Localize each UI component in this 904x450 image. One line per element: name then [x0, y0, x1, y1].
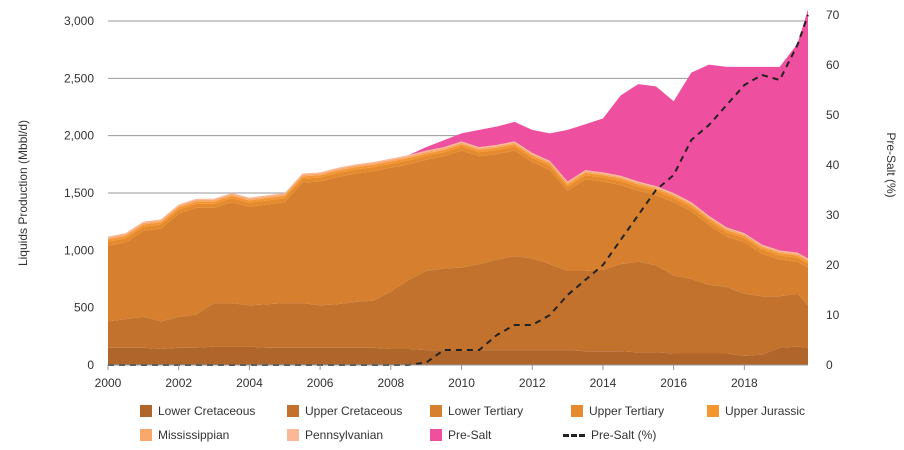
y-axis-label: Liquids Production (Mbbl/d) [16, 120, 30, 266]
legend-label: Mississippian [158, 428, 230, 442]
legend-line-swatch [563, 433, 585, 437]
area-upper-cretaceous [108, 256, 808, 356]
y-tick-label: 2,500 [64, 71, 94, 85]
y2-tick-label: 70 [826, 8, 840, 22]
legend-item: Mississippian [140, 428, 229, 442]
legend-item: Lower Tertiary [430, 404, 523, 418]
legend-item: Pre-Salt (%) [563, 428, 656, 442]
y-tick-label: 500 [74, 301, 94, 315]
y2-axis-label: Pre-Salt (%) [884, 132, 898, 197]
legend-label: Upper Tertiary [589, 404, 665, 418]
y-tick-label: 0 [87, 358, 94, 372]
y-tick-label: 2,000 [64, 129, 94, 143]
legend-label: Upper Jurassic [725, 404, 806, 418]
legend-label: Upper Cretaceous [305, 404, 403, 418]
area-pre-salt [108, 9, 808, 259]
legend-label: Lower Tertiary [448, 404, 524, 418]
legend-item: Upper Tertiary [571, 404, 664, 418]
y-tick-label: 3,000 [64, 14, 94, 28]
legend-item: Pennsylvanian [287, 428, 383, 442]
legend-item: Lower Cretaceous [140, 404, 255, 418]
legend-swatch [140, 405, 152, 417]
y2-tick-label: 20 [826, 258, 840, 272]
legend-swatch [287, 429, 299, 441]
legend-swatch [287, 405, 299, 417]
x-tick-label: 2016 [660, 376, 687, 390]
x-tick-label: 2010 [448, 376, 475, 390]
y-tick-label: 1,500 [64, 186, 94, 200]
x-tick-label: 2000 [95, 376, 122, 390]
x-tick-label: 2006 [307, 376, 334, 390]
legend-item: Upper Jurassic [707, 404, 805, 418]
legend-label: Pre-Salt [448, 428, 492, 442]
y2-tick-label: 10 [826, 308, 840, 322]
y2-tick-label: 50 [826, 108, 840, 122]
y-tick-label: 1,000 [64, 243, 94, 257]
legend-swatch [571, 405, 583, 417]
x-tick-label: 2014 [590, 376, 617, 390]
y2-tick-label: 30 [826, 208, 840, 222]
legend-label: Lower Cretaceous [158, 404, 256, 418]
area-lower-cretaceous [108, 346, 808, 365]
legend-swatch [430, 405, 442, 417]
y2-tick-label: 40 [826, 158, 840, 172]
x-tick-label: 2004 [236, 376, 263, 390]
x-tick-label: 2002 [165, 376, 192, 390]
y2-tick-label: 0 [826, 358, 833, 372]
x-tick-label: 2012 [519, 376, 546, 390]
legend-swatch [430, 429, 442, 441]
y2-tick-label: 60 [826, 58, 840, 72]
legend-label: Pennsylvanian [305, 428, 384, 442]
pre-salt-percent-line [108, 14, 809, 366]
legend-label: Pre-Salt (%) [591, 428, 657, 442]
area-lower-tertiary [108, 150, 808, 322]
x-tick-label: 2018 [731, 376, 758, 390]
x-tick-label: 2008 [377, 376, 404, 390]
legend-swatch [140, 429, 152, 441]
legend-swatch [707, 405, 719, 417]
legend-item: Upper Cretaceous [287, 404, 402, 418]
legend-item: Pre-Salt [430, 428, 491, 442]
